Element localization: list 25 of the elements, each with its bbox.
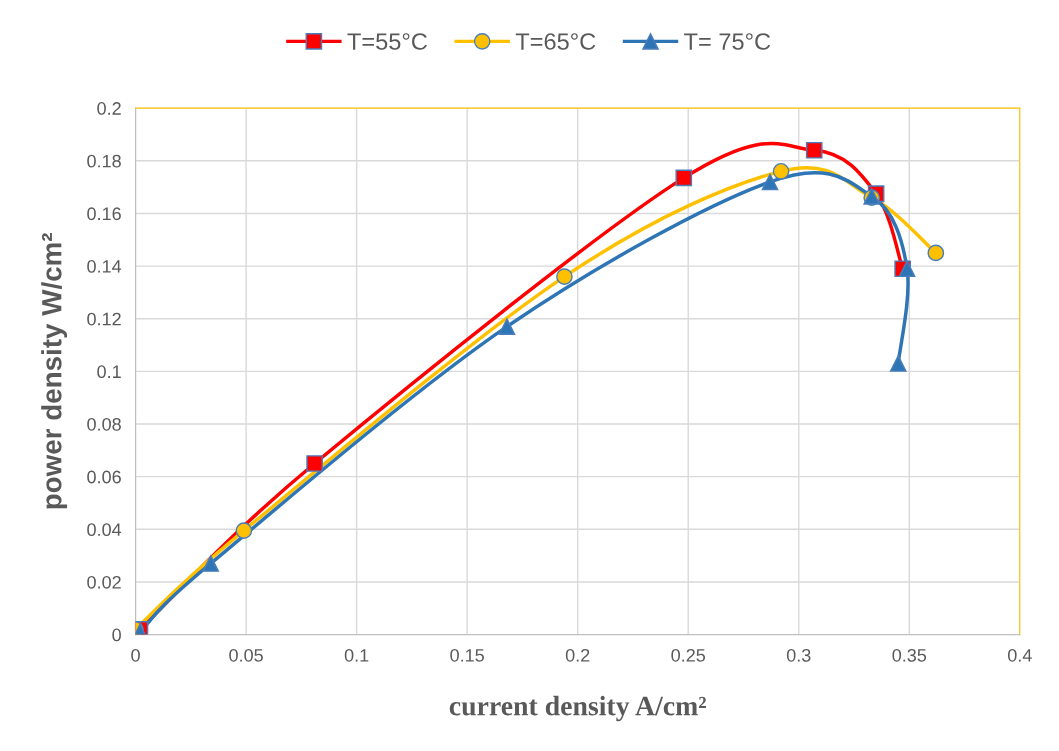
y-tick-label: 0.02 (87, 575, 121, 589)
y-tick-label: 0.04 (87, 523, 122, 537)
x-tick-label: 0.05 (229, 648, 263, 662)
y-tick-label: 0.1 (97, 365, 121, 379)
legend-label: T=65°C (515, 33, 596, 50)
x-tick-label: 0.35 (892, 648, 927, 662)
y-tick-label: 0.06 (87, 470, 121, 484)
y-tick-label: 0.18 (87, 154, 121, 168)
legend-label: T=55°C (347, 33, 427, 50)
x-tick-label: 0.1 (344, 648, 369, 662)
x-tick-label: 0.15 (450, 648, 484, 662)
y-tick-label: 0.2 (97, 102, 121, 115)
x-tick-label: 0 (131, 648, 140, 662)
x-axis-title: current density A/cm² (449, 695, 706, 722)
x-tick-label: 0.2 (565, 648, 590, 662)
x-tick-label: 0.25 (671, 648, 706, 662)
y-tick-label: 0 (112, 628, 121, 642)
y-tick-label: 0.12 (87, 312, 121, 326)
x-tick-label: 0.3 (786, 648, 811, 662)
y-tick-label: 0.16 (87, 207, 121, 221)
y-tick-label: 0.08 (87, 417, 121, 431)
y-tick-label: 0.14 (87, 260, 122, 273)
y-axis-title: power density W/cm² (41, 233, 68, 509)
legend-label: T= 75°C (684, 33, 771, 50)
x-tick-label: 0.4 (1007, 648, 1032, 662)
